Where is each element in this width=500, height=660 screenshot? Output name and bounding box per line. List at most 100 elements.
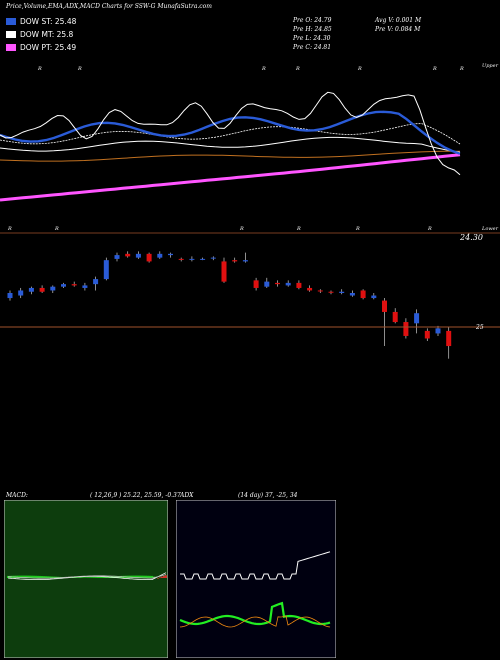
macd-bar (159, 577, 161, 578)
macd-bar (51, 576, 53, 578)
macd-bar (151, 575, 153, 578)
r-marker: R (296, 226, 301, 232)
candle-body (328, 291, 334, 293)
macd-bar (97, 577, 99, 578)
macd-header-label: MACD: (6, 492, 28, 499)
macd-bar (27, 575, 29, 578)
macd-bar (93, 577, 95, 578)
candle-body (210, 257, 216, 259)
r-marker: R (355, 226, 360, 232)
legend-swatch-st (6, 18, 16, 25)
legend-swatch-pt (6, 44, 16, 51)
macd-bar (37, 575, 39, 578)
pt-ema-line (0, 153, 461, 202)
candle-body (135, 253, 141, 258)
candle-body (414, 313, 420, 324)
macd-bar (139, 575, 141, 578)
ema-lines (0, 91, 461, 202)
candle-body (435, 328, 441, 334)
candle-body (50, 286, 56, 291)
macd-bar (117, 576, 119, 578)
macd-bar (157, 577, 159, 579)
pre-volume: Pre V: 0.084 M (375, 26, 421, 33)
macd-bar (25, 575, 27, 578)
candle-body (71, 284, 77, 286)
candle-body (296, 282, 302, 288)
r-marker: R (239, 226, 244, 232)
macd-line (7, 572, 167, 580)
macd-bar (35, 575, 37, 578)
r-marker: R (459, 66, 464, 72)
candle-body (307, 287, 313, 291)
r-markers: R R R R R R R R R R R R R (7, 66, 464, 232)
candle-body (125, 253, 131, 257)
level-label: 25 (475, 324, 484, 331)
legend-swatch-mt (6, 31, 16, 38)
candle-body (242, 260, 248, 262)
macd-bar (85, 577, 87, 578)
macd-bar (165, 575, 167, 578)
macd-bar (149, 575, 151, 578)
mt-ema-line-orange (0, 150, 460, 162)
candle-body (146, 253, 152, 262)
adx-header-values: (14 day) 37, -25, 34 (238, 492, 298, 499)
macd-bar (87, 577, 89, 578)
r-marker: R (37, 66, 42, 72)
price-chart: Upper Lower 24.30 25 R R R R R R R R R R R R R (0, 63, 500, 359)
ohlc-close: Pre C: 24.81 (293, 44, 332, 51)
candles (7, 251, 452, 359)
candle-body (114, 255, 120, 259)
macd-bar (47, 576, 49, 578)
plus-di-line (179, 601, 331, 626)
legend-item-dow-mt: DOW MT: 25.8 (6, 30, 73, 39)
r-marker: R (432, 66, 437, 72)
legend-label-st: DOW ST: 25.48 (20, 17, 77, 26)
legend-label-mt: DOW MT: 25.8 (20, 30, 74, 39)
ohlc-low: Pre L: 24.30 (293, 35, 331, 42)
adx-line (180, 551, 331, 580)
minus-di-line (179, 615, 331, 628)
r-marker: R (261, 66, 266, 72)
macd-bar (135, 575, 137, 578)
candle-body (392, 311, 398, 323)
macd-bar (33, 575, 35, 578)
candle-body (264, 281, 270, 287)
candle-body (157, 253, 163, 258)
macd-bar (19, 575, 21, 578)
candle-body (189, 258, 195, 260)
macd-bar (75, 577, 77, 578)
macd-bar (77, 577, 79, 579)
macd-background (4, 500, 168, 658)
macd-bar (83, 577, 85, 578)
candle-body (317, 290, 323, 292)
macd-bar (145, 575, 147, 578)
macd-header-values: ( 12,26,9 ) 25.22, 25.59, -0.37 (90, 492, 181, 499)
legend-label-pt: DOW PT: 25.49 (20, 43, 77, 52)
macd-bar (73, 577, 75, 578)
candle-body (253, 280, 259, 288)
macd-bar (115, 576, 117, 578)
candle-body (93, 279, 99, 285)
candle-body (371, 295, 377, 299)
macd-signal-line (7, 574, 167, 579)
r-marker: R (295, 66, 300, 72)
macd-bar (43, 576, 45, 578)
macd-bar (41, 576, 43, 578)
candle-body (382, 300, 387, 312)
st-ema-line (0, 110, 461, 155)
macd-bar (163, 575, 165, 578)
candle-body (424, 330, 430, 339)
macd-bar (55, 576, 57, 578)
legend-item-dow-st: DOW ST: 25.48 (6, 17, 76, 26)
ohlc-high: Pre H: 24.85 (293, 26, 332, 33)
candle-body (18, 290, 24, 296)
last-price-label: 24.30 (459, 233, 483, 242)
candle-body (61, 284, 66, 287)
macd-bar (133, 575, 135, 578)
macd-bar (23, 575, 25, 578)
candle-body (82, 285, 88, 288)
macd-bar (49, 576, 51, 578)
ohlc-open: Pre O: 24.79 (293, 17, 332, 24)
legend-item-dow-pt: DOW PT: 25.49 (6, 43, 76, 52)
macd-bar (79, 577, 81, 579)
